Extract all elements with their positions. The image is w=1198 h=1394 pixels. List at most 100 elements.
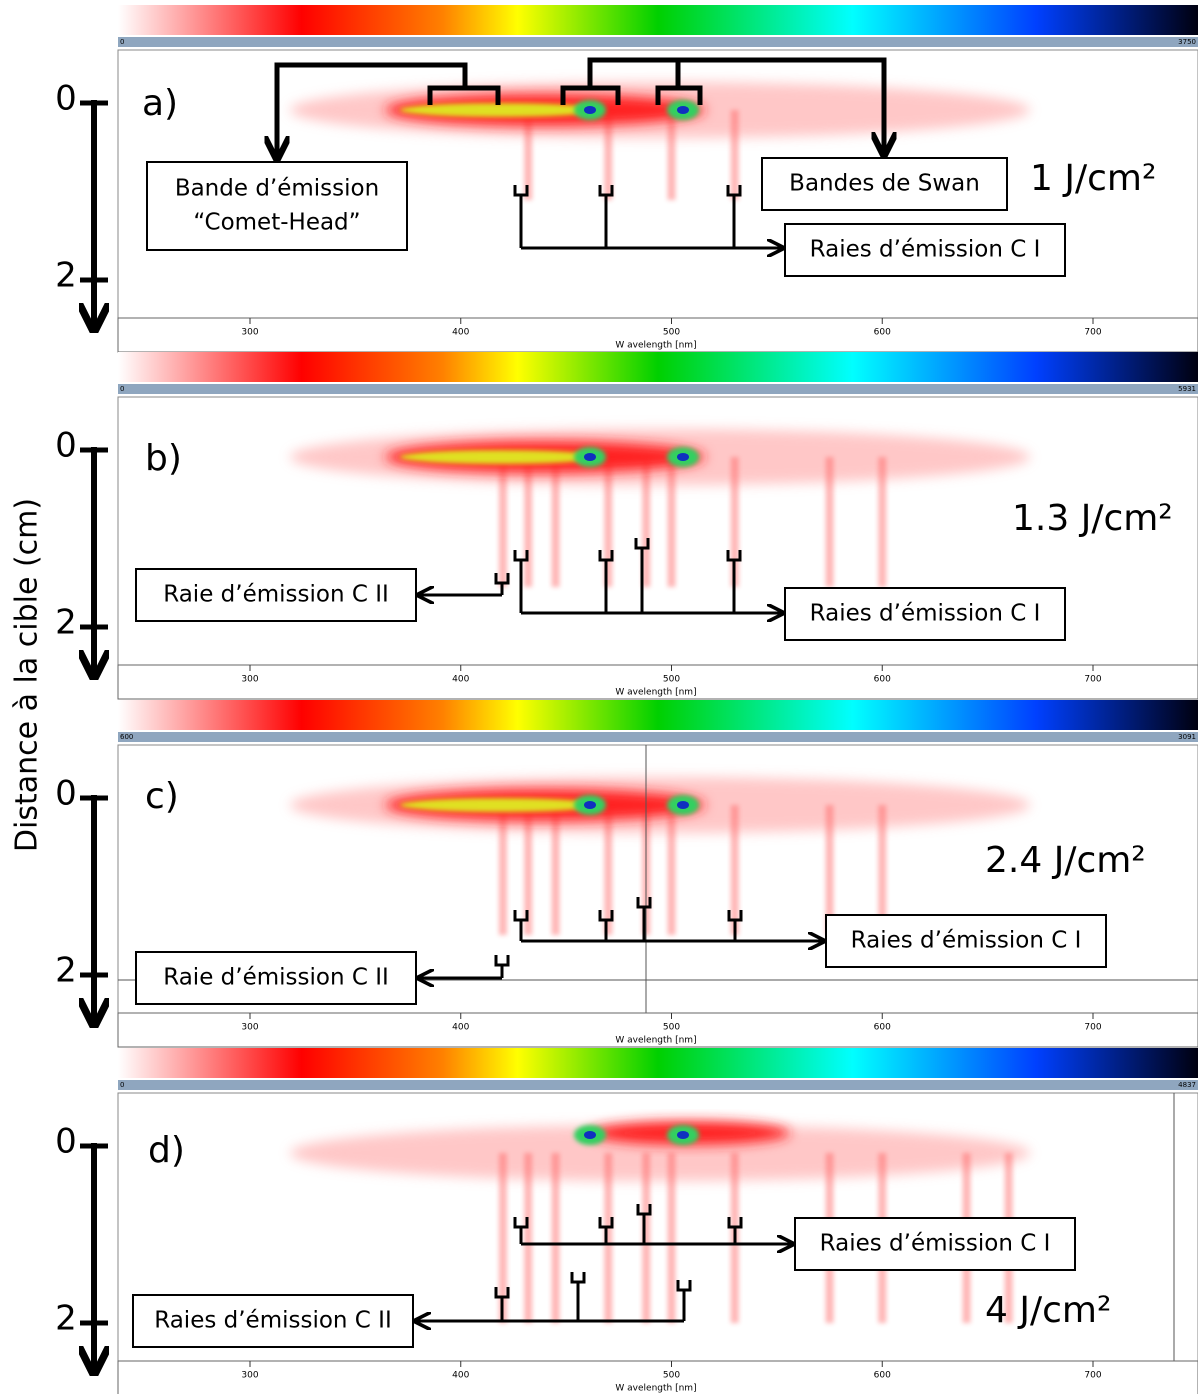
x-tick-label: 400 [452, 328, 469, 338]
emission-line [667, 805, 676, 935]
y-axis-label: Distance à la cible (cm) [10, 498, 45, 852]
emission-line [524, 805, 533, 935]
x-tick-label: 300 [241, 1023, 258, 1033]
line-marker [513, 910, 529, 941]
panel: 0 3750 300 400 500 600 700 W avelength [nm] 0 2 a)… [55, 5, 1198, 353]
line-marker [726, 550, 742, 613]
colorbar-scale [118, 1080, 1198, 1090]
x-tick-label: 600 [874, 328, 891, 338]
plume-hot [400, 450, 600, 464]
colorbar [118, 1048, 1198, 1078]
emission-line [551, 1153, 560, 1323]
panel: 0 5931 300 400 500 600 700 W avelength [nm] 0 2 b)… [55, 352, 1198, 700]
annotation-box [132, 1294, 414, 1348]
colorbar-min: 600 [120, 733, 133, 741]
hotspot-core [584, 1131, 596, 1139]
x-tick-label: 600 [874, 1371, 891, 1381]
emission-line [730, 805, 739, 935]
annotation-text: Raies d’émission C II [154, 1308, 392, 1334]
emission-line [524, 1153, 533, 1323]
hotspot-core [584, 801, 596, 809]
x-tick-label: 700 [1084, 675, 1101, 685]
annotation-text: Bandes de Swan [789, 171, 980, 197]
emission-line [524, 457, 533, 587]
emission-line [642, 457, 651, 587]
annotation-box [825, 914, 1107, 968]
panel-label: d) [148, 1130, 185, 1171]
y-tick-label: 2 [55, 951, 77, 991]
colorbar-scale [118, 384, 1198, 394]
x-tick-label: 500 [663, 328, 680, 338]
annotation-box [135, 568, 417, 622]
annotation-text: Bande d’émission [175, 176, 379, 202]
line-marker [676, 1280, 692, 1321]
annotation-box [135, 951, 417, 1005]
y-tick-label: 0 [55, 426, 77, 466]
line-marker [494, 955, 510, 978]
x-tick-label: 500 [663, 1023, 680, 1033]
x-axis [117, 664, 1198, 700]
y-tick-label: 2 [55, 256, 77, 296]
line-marker [727, 1217, 743, 1244]
x-axis-label: W avelength [nm] [615, 341, 696, 351]
panel: 600 3091 300 400 500 600 700 W avelength [nm] 0 2… [55, 700, 1198, 1048]
y-tick-label: 0 [55, 1122, 77, 1162]
line-marker [727, 910, 743, 941]
colorbar-max: 4837 [1178, 1081, 1196, 1089]
annotation-box [794, 1217, 1076, 1271]
fluence: 4 J/cm² [985, 1290, 1111, 1331]
x-tick-label: 400 [452, 675, 469, 685]
emission-line [498, 805, 507, 935]
panel: 0 4837 300 400 500 600 700 W avelength [nm] 0 2 d)… [55, 1048, 1198, 1394]
line-marker [598, 185, 614, 248]
annotation-text: Raie d’émission C II [163, 582, 389, 608]
emission-line [524, 110, 533, 200]
x-axis-label: W avelength [nm] [615, 688, 696, 698]
emission-line [604, 1153, 613, 1323]
line-marker [570, 1272, 586, 1321]
x-tick-label: 600 [874, 1023, 891, 1033]
x-axis-label: W avelength [nm] [615, 1384, 696, 1394]
line-marker [513, 1217, 529, 1244]
panel-label: c) [145, 776, 179, 817]
hotspot-core [584, 453, 596, 461]
fluence: 2.4 J/cm² [985, 840, 1146, 881]
emission-line [604, 805, 613, 935]
line-marker [636, 1204, 652, 1244]
x-tick-label: 700 [1084, 1023, 1101, 1033]
line-marker [494, 1287, 510, 1321]
emission-line [667, 457, 676, 587]
emission-line [551, 457, 560, 587]
colorbar [118, 5, 1198, 35]
x-tick-label: 300 [241, 675, 258, 685]
x-tick-label: 400 [452, 1371, 469, 1381]
line-marker [598, 1217, 614, 1244]
x-tick-label: 300 [241, 1371, 258, 1381]
emission-line [878, 805, 887, 935]
emission-line [825, 457, 834, 587]
annotation-text: Raie d’émission C II [163, 965, 389, 991]
line-marker [513, 185, 529, 248]
x-tick-label: 300 [241, 328, 258, 338]
annotation-box [761, 157, 1008, 211]
bracket [274, 62, 501, 148]
colorbar-scale [118, 37, 1198, 47]
x-tick-label: 500 [663, 675, 680, 685]
emission-line [667, 1153, 676, 1323]
hotspot-core [677, 801, 689, 809]
annotation-box [784, 587, 1066, 641]
emission-line [878, 457, 887, 587]
annotation-box [146, 161, 408, 251]
emission-line [730, 110, 739, 200]
emission-line [498, 457, 507, 587]
fluence: 1.3 J/cm² [1012, 498, 1173, 539]
line-marker [634, 538, 650, 613]
emission-line [551, 805, 560, 935]
colorbar-max: 5931 [1178, 385, 1196, 393]
colorbar-max: 3750 [1178, 38, 1196, 46]
x-axis [117, 317, 1198, 353]
plume-hot [400, 798, 600, 812]
colorbar-min: 0 [120, 385, 124, 393]
line-marker [513, 550, 529, 613]
